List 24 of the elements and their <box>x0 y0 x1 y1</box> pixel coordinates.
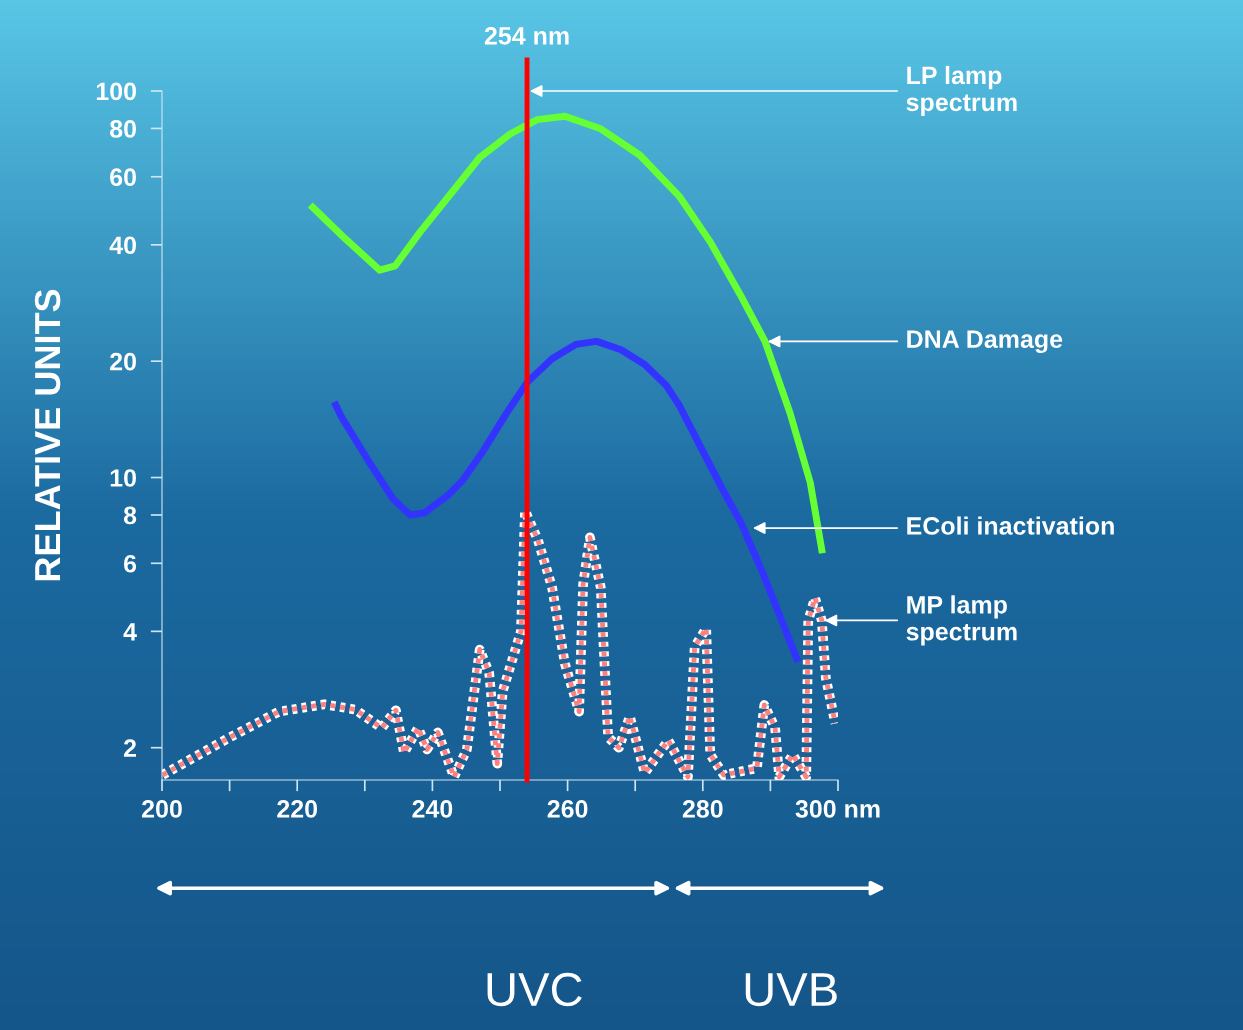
y-tick-label: 10 <box>110 469 136 487</box>
annotation: EColi inactivation <box>907 516 1114 535</box>
y-tick-label: 60 <box>110 168 136 187</box>
ref-line-label: 254 nm <box>484 27 569 45</box>
x-tick-label: 300 nm <box>795 800 880 818</box>
annotation: MP lamp spectrum <box>906 595 1017 646</box>
x-tick-label: 200 <box>142 800 182 818</box>
y-tick-label: 8 <box>123 506 137 525</box>
y-tick-label: 20 <box>110 352 136 371</box>
y-tick-label: 6 <box>124 554 137 573</box>
y-tick-label: 4 <box>123 623 137 641</box>
y-axis-title: RELATIVE UNITS <box>34 289 61 581</box>
x-tick-label: 240 <box>412 800 453 818</box>
x-tick-label: 260 <box>547 800 588 818</box>
y-tick-label: 2 <box>123 739 136 757</box>
x-tick-label: 280 <box>682 800 723 818</box>
annotation: LP lamp spectrum <box>906 65 1017 117</box>
y-tick-label: 80 <box>109 120 136 138</box>
annotation: DNA Damage <box>907 330 1063 354</box>
text: UVC <box>487 972 582 1007</box>
y-tick-label: 40 <box>109 236 136 255</box>
text: UVB <box>745 973 837 1007</box>
x-tick-label: 220 <box>277 800 318 818</box>
y-tick-label: 100 <box>96 82 136 101</box>
